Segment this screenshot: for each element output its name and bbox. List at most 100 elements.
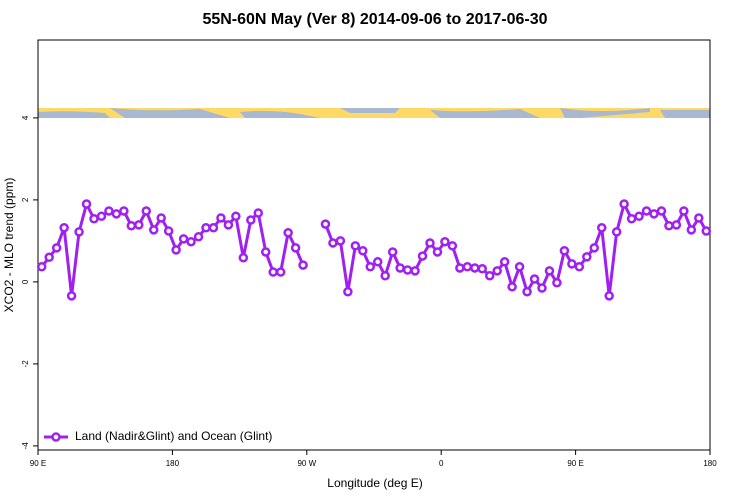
point — [559, 245, 570, 256]
point — [507, 282, 517, 292]
point — [656, 206, 667, 216]
legend-label: Land (Nadir&Glint) and Ocean (Glint) — [75, 429, 272, 443]
x-tick-label: 90 E — [567, 459, 583, 468]
point — [283, 227, 293, 238]
point — [216, 213, 226, 223]
point — [552, 277, 562, 288]
point — [253, 208, 264, 218]
point — [596, 223, 607, 233]
point — [484, 271, 495, 281]
point — [66, 291, 77, 301]
x-tick-label: 180 — [166, 459, 180, 468]
legend-marker — [51, 432, 61, 442]
point — [679, 206, 689, 216]
point — [208, 223, 219, 233]
point — [671, 220, 682, 230]
point — [328, 238, 338, 248]
point — [178, 234, 189, 244]
point — [320, 219, 331, 229]
y-tick-label: 2 — [21, 197, 30, 202]
point — [275, 267, 286, 277]
point — [96, 211, 107, 222]
point — [395, 263, 405, 273]
x-tick-label: 90 W — [297, 459, 316, 468]
point — [432, 247, 443, 257]
point — [223, 220, 234, 230]
point — [163, 226, 174, 236]
chart-title: 55N-60N May (Ver 8) 2014-09-06 to 2017-0… — [202, 11, 547, 28]
point — [81, 199, 92, 209]
point — [104, 206, 114, 216]
point — [186, 236, 196, 247]
point — [664, 220, 674, 231]
point — [402, 265, 413, 275]
point — [335, 236, 346, 246]
point — [589, 243, 600, 253]
point — [246, 215, 256, 225]
point — [701, 226, 712, 236]
point — [36, 261, 47, 272]
point — [582, 252, 592, 262]
point — [268, 267, 278, 277]
point — [298, 260, 308, 270]
point — [290, 243, 301, 253]
x-tick-label: 0 — [439, 459, 444, 468]
point — [634, 211, 644, 222]
point — [462, 261, 473, 272]
point — [126, 220, 137, 231]
x-tick-label: 90 E — [30, 459, 46, 468]
point — [238, 252, 249, 263]
point — [522, 286, 532, 297]
point — [447, 241, 458, 251]
point — [499, 257, 510, 267]
point — [59, 223, 69, 233]
point — [649, 209, 659, 219]
point — [626, 214, 637, 224]
point — [544, 266, 555, 276]
point — [477, 264, 488, 274]
point — [134, 220, 144, 230]
point — [358, 245, 368, 256]
map-strip — [38, 108, 710, 118]
y-tick-label: -4 — [21, 442, 30, 450]
point — [574, 261, 585, 272]
point — [641, 206, 652, 216]
y-tick-label: 0 — [21, 279, 30, 284]
point — [387, 247, 398, 257]
x-axis-label: Longitude (deg E) — [327, 476, 422, 490]
point — [365, 261, 376, 272]
point — [567, 259, 577, 269]
point — [260, 247, 271, 257]
point — [611, 227, 622, 237]
point — [343, 286, 353, 297]
point — [141, 206, 152, 216]
point — [537, 283, 547, 293]
point — [372, 257, 383, 267]
point — [156, 213, 166, 223]
point — [455, 263, 465, 273]
point — [89, 214, 99, 224]
point — [619, 199, 629, 209]
point — [148, 225, 159, 235]
point — [44, 252, 54, 263]
x-tick-label: 180 — [703, 459, 717, 468]
series-line — [40, 199, 708, 297]
point — [529, 274, 540, 284]
y-axis-label: XCO2 - MLO trend (ppm) — [2, 178, 16, 313]
y-tick-label: 4 — [21, 115, 30, 120]
point — [425, 238, 435, 248]
point — [350, 241, 361, 251]
point — [51, 243, 62, 253]
point — [694, 213, 704, 223]
point — [686, 225, 697, 235]
point — [74, 227, 84, 237]
point — [119, 206, 129, 216]
point — [470, 263, 480, 273]
point — [111, 209, 122, 219]
point — [514, 261, 525, 272]
point — [440, 236, 450, 247]
point — [410, 266, 420, 276]
point — [604, 291, 614, 301]
plot-frame — [37, 39, 711, 451]
point — [201, 223, 211, 233]
